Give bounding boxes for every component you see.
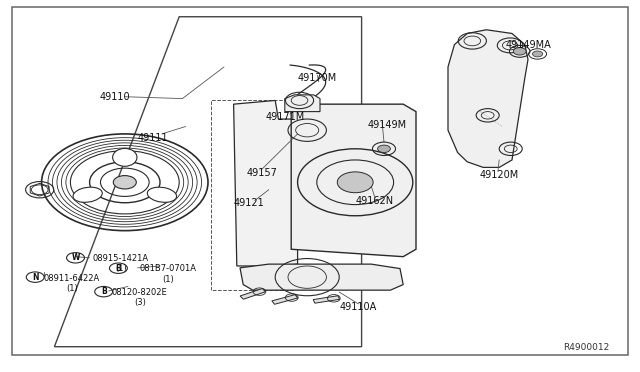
Ellipse shape [113,148,137,166]
Text: 49170M: 49170M [298,73,337,83]
Text: 08915-1421A: 08915-1421A [93,254,149,263]
Text: (3): (3) [134,298,147,307]
Text: 081B7-0701A: 081B7-0701A [140,264,196,273]
Circle shape [513,48,526,55]
Text: 49120M: 49120M [480,170,519,180]
FancyBboxPatch shape [12,7,628,355]
Polygon shape [448,30,528,167]
Polygon shape [285,95,320,112]
Text: B: B [116,264,121,273]
Text: 08911-6422A: 08911-6422A [44,274,100,283]
Text: 49149M: 49149M [368,120,407,129]
Text: (1): (1) [162,275,173,284]
Text: 49149MA: 49149MA [506,40,551,49]
Circle shape [378,145,390,153]
Text: 49171M: 49171M [266,112,305,122]
Text: (1): (1) [66,284,77,293]
Text: W: W [71,253,80,262]
Circle shape [532,51,543,57]
Polygon shape [313,296,340,303]
Text: (1): (1) [115,264,127,273]
Text: R4900012: R4900012 [563,343,609,352]
Text: 08120-8202E: 08120-8202E [112,288,168,297]
Ellipse shape [147,187,177,202]
Ellipse shape [73,187,102,202]
Text: 49121: 49121 [234,198,264,208]
Polygon shape [240,289,266,299]
Text: 49157: 49157 [246,168,277,178]
Polygon shape [234,100,298,266]
Polygon shape [272,295,298,304]
Text: 49110A: 49110A [339,302,376,312]
Text: 49111: 49111 [138,133,168,142]
Text: B: B [101,287,106,296]
Circle shape [113,176,136,189]
Text: 49162N: 49162N [355,196,394,206]
Circle shape [337,172,373,193]
Text: N: N [32,273,38,282]
Polygon shape [291,104,416,257]
Polygon shape [240,264,403,290]
Text: 49110: 49110 [99,92,130,102]
